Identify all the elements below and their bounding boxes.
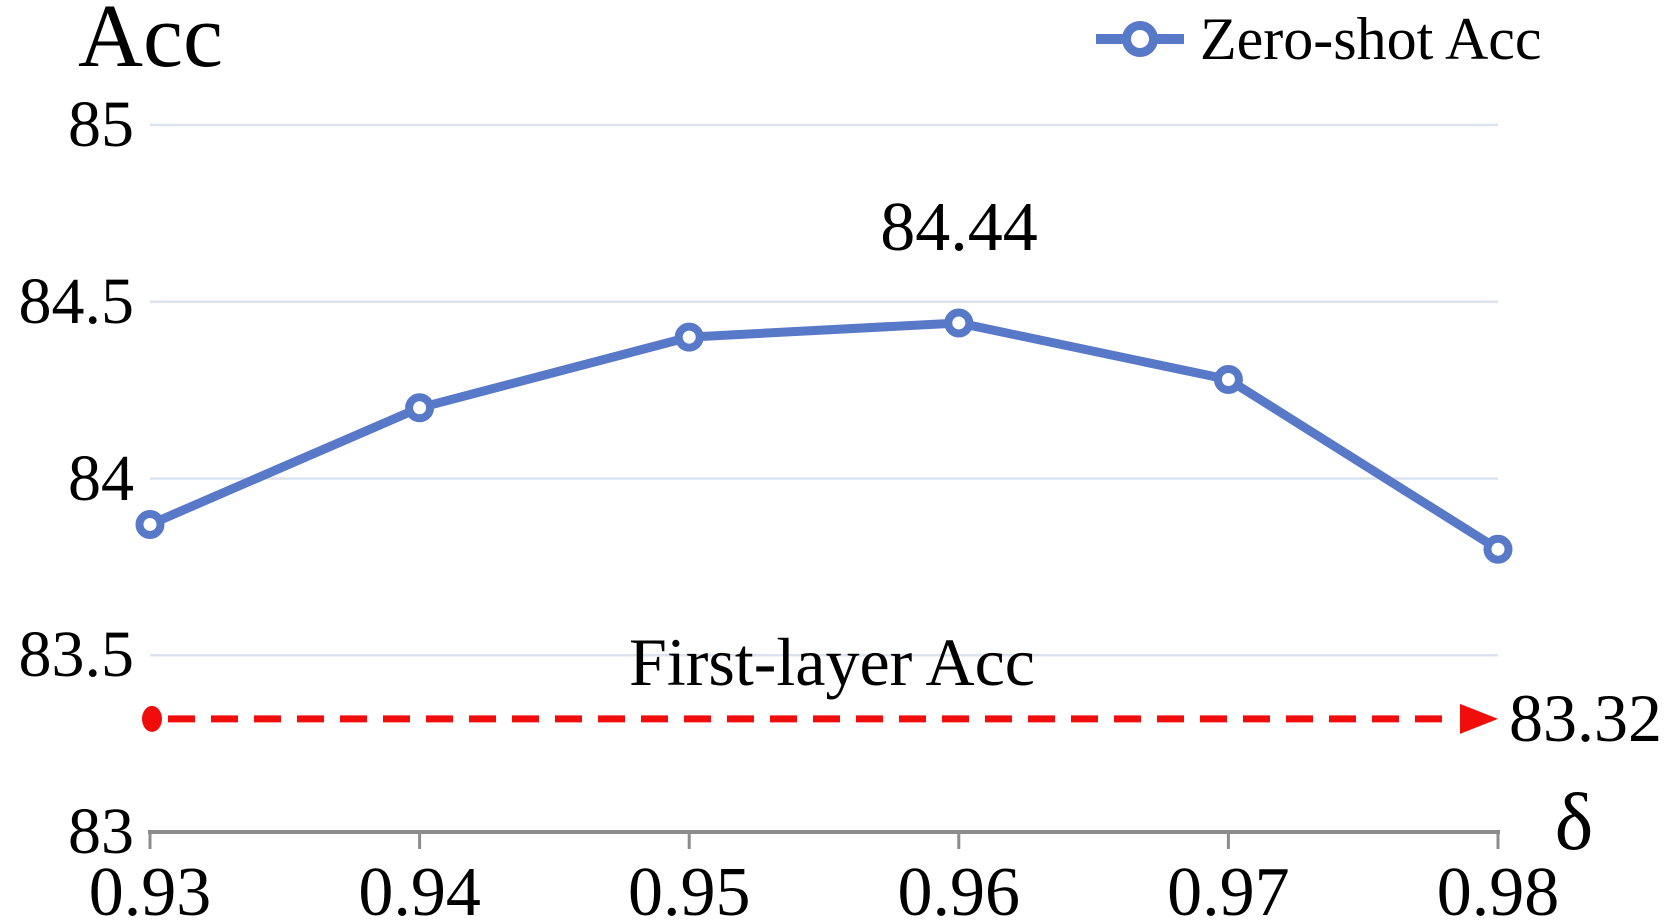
x-axis-title-delta: δ [1554,776,1594,867]
y-tick-label-85: 85 [68,88,134,161]
y-tick-label-83: 83 [68,795,134,868]
y-tick-label-84-5: 84.5 [18,264,135,338]
legend-series-label: Zero-shot Acc [1200,6,1542,72]
y-tick-label-83-5: 83.5 [18,618,135,692]
baseline-arrowhead-icon [1460,703,1498,734]
data-point-marker-0.94 [405,393,435,423]
data-point-marker-0.97 [1213,365,1243,395]
peak-value-annotation: 84.44 [880,189,1038,266]
data-point-marker-0.93 [135,509,165,539]
y-tick-label-84: 84 [68,441,134,515]
baseline-series-label: First-layer Acc [629,624,1035,700]
zero-shot-line [145,318,1503,554]
baseline-value-annotation: 83.32 [1509,680,1662,756]
x-tick-label-0-97: 0.97 [1167,854,1290,924]
data-point-marker-0.96 [944,308,974,338]
baseline-start-dot [142,705,162,732]
data-point-marker-0.98 [1483,534,1513,564]
legend-circle-sample [1122,21,1158,57]
open-circle-marker-icon [1096,21,1184,57]
x-tick-label-0-95: 0.95 [627,854,751,924]
x-tick-label-0-93: 0.93 [88,854,212,924]
x-tick-label-0-94: 0.94 [358,854,481,924]
x-tick-label-0-96: 0.96 [897,854,1021,924]
y-axis-title: Acc [78,0,223,86]
x-tick-label-0-98: 0.98 [1436,854,1560,924]
legend: Zero-shot Acc [1096,6,1542,72]
data-point-marker-0.95 [674,322,704,352]
